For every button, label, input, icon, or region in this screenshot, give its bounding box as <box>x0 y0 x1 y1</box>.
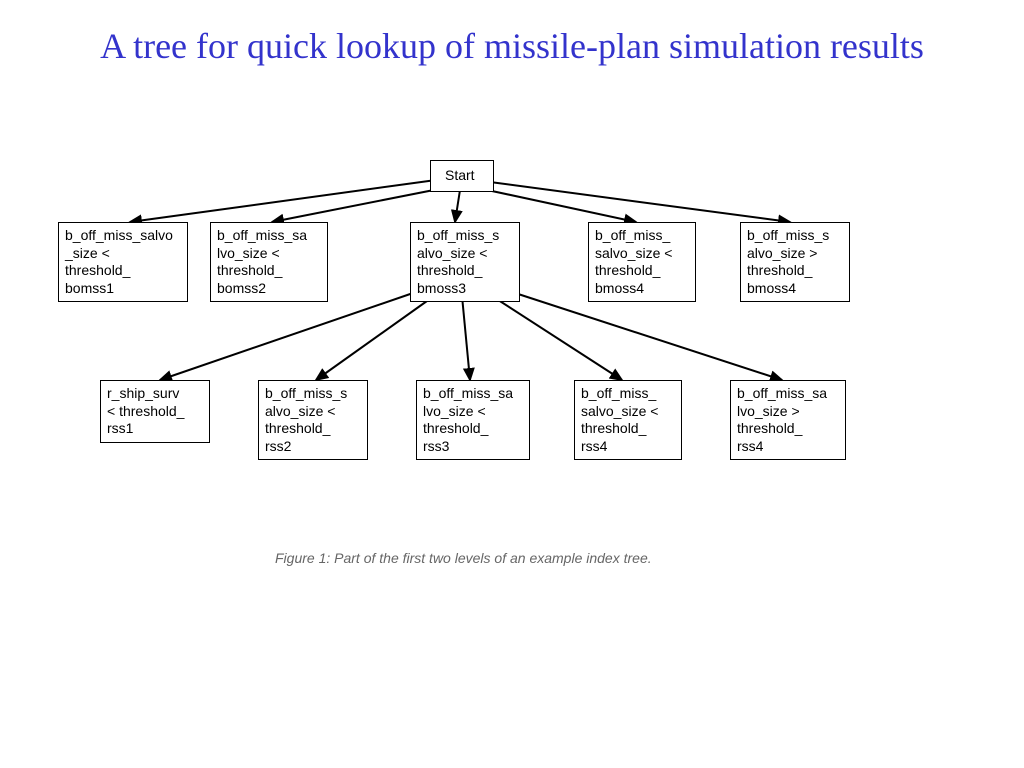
tree-node-l2b: b_off_miss_s alvo_size < threshold_ rss2 <box>258 380 368 460</box>
edge-l1c-l2a <box>160 292 416 380</box>
figure-caption: Figure 1: Part of the first two levels o… <box>275 550 652 566</box>
tree-node-l1b: b_off_miss_sa lvo_size < threshold_ boms… <box>210 222 328 302</box>
tree-node-l2e: b_off_miss_sa lvo_size > threshold_ rss4 <box>730 380 846 460</box>
edge-l1c-l2b <box>316 296 434 380</box>
tree-node-l1c: b_off_miss_s alvo_size < threshold_ bmos… <box>410 222 520 302</box>
edge-start-l1c <box>455 190 460 222</box>
edge-l1c-l2c <box>462 296 470 380</box>
tree-node-l1a: b_off_miss_salvo _size < threshold_ boms… <box>58 222 188 302</box>
edge-l1c-l2e <box>512 292 782 380</box>
page-title: A tree for quick lookup of missile-plan … <box>0 24 1024 69</box>
tree-node-l1e: b_off_miss_s alvo_size > threshold_ bmos… <box>740 222 850 302</box>
edge-start-l1b <box>272 188 444 222</box>
tree-node-l2a: r_ship_surv < threshold_ rss1 <box>100 380 210 443</box>
tree-node-start: Start <box>430 160 494 192</box>
tree-node-l2c: b_off_miss_sa lvo_size < threshold_ rss3 <box>416 380 530 460</box>
tree-node-l1d: b_off_miss_ salvo_size < threshold_ bmos… <box>588 222 696 302</box>
tree-node-l2d: b_off_miss_ salvo_size < threshold_ rss4 <box>574 380 682 460</box>
edge-start-l1a <box>130 180 436 222</box>
edge-start-l1d <box>478 188 636 222</box>
edge-start-l1e <box>490 182 790 222</box>
edge-l1c-l2d <box>492 296 622 380</box>
